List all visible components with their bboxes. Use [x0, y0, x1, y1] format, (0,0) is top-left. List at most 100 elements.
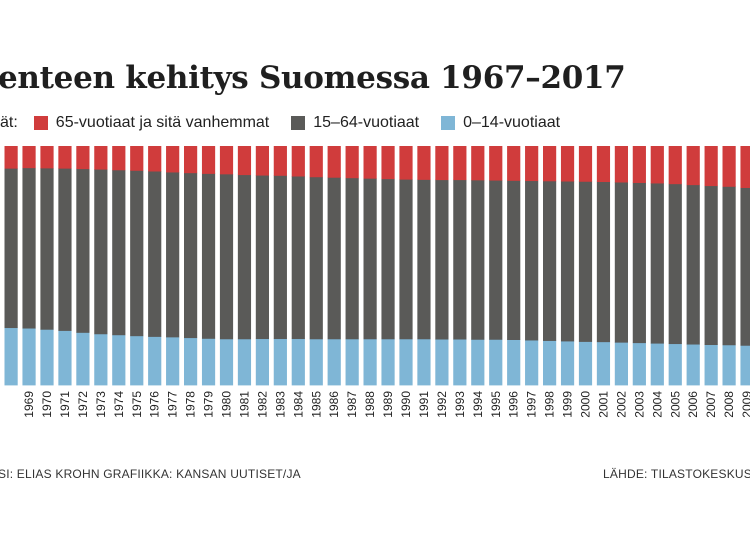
- bar-segment-65plus-1994: [471, 146, 485, 181]
- bar-segment-0-14-1981: [237, 338, 252, 386]
- bar-segment-15-64-1994: [471, 179, 485, 340]
- bar-segment-65plus-1981: [237, 146, 252, 176]
- legend-item-65plus: 65-vuotiaat ja sitä vanhemmat: [33, 114, 270, 132]
- bar-segment-65plus-2001: [596, 146, 611, 183]
- bar-segment-65plus-1998: [543, 146, 557, 182]
- bar-segment-0-14-2003: [632, 342, 646, 386]
- x-tick-label: 1969: [22, 391, 36, 418]
- x-tick-label: 1999: [561, 391, 575, 418]
- bar-segment-15-64-1990: [399, 179, 413, 340]
- x-tick-label: 2008: [722, 391, 736, 418]
- x-tick-label: 1975: [130, 391, 144, 418]
- bar-segment-0-14-1994: [471, 339, 485, 386]
- bar-segment-0-14-1997: [525, 340, 539, 386]
- bar-segment-65plus-1986: [327, 146, 341, 178]
- bar-segment-0-14-1975: [130, 335, 144, 386]
- bar-segment-0-14-1993: [453, 339, 467, 386]
- bar-segment-65plus-1985: [309, 146, 323, 178]
- bar-segment-0-14-2007: [704, 344, 718, 386]
- x-tick-label: 1974: [112, 391, 126, 418]
- bar-segment-65plus-1993: [453, 146, 467, 181]
- bar-segment-65plus-2004: [650, 146, 664, 184]
- legend-label: ät:: [0, 114, 18, 131]
- bar-segment-15-64-2002: [614, 182, 628, 343]
- bar-segment-0-14-2009: [740, 345, 750, 386]
- bar-segment-15-64-1982: [255, 175, 269, 340]
- bar-segment-0-14-2002: [614, 342, 628, 386]
- x-tick-label: 1996: [507, 391, 521, 418]
- bar-segment-0-14-1989: [381, 338, 395, 386]
- bar-segment-65plus-1977: [166, 146, 180, 173]
- bar-segment-65plus-2003: [632, 146, 646, 183]
- bar-segment-65plus-2006: [686, 146, 700, 186]
- x-tick-label: 1984: [291, 391, 305, 418]
- bar-segment-15-64-1989: [381, 178, 395, 340]
- bar-segment-0-14-2004: [650, 343, 664, 386]
- bar-segment-0-14-1986: [327, 338, 341, 386]
- x-tick-label: 1983: [273, 391, 287, 418]
- x-tick-label: 1995: [489, 391, 503, 418]
- bar-segment-15-64-1978: [184, 172, 198, 339]
- x-tick-label: 1976: [148, 391, 162, 418]
- bar-segment-65plus-1970: [40, 146, 54, 169]
- bar-segment-0-14-1973: [94, 333, 108, 386]
- bar-segment-15-64-1986: [327, 177, 341, 340]
- bar-segment-15-64-1993: [453, 179, 467, 340]
- bar-segment-65plus-2002: [614, 146, 628, 183]
- bar-segment-65plus-1972: [76, 146, 90, 170]
- bar-segment-65plus-1975: [130, 146, 144, 171]
- x-tick-label: 2002: [614, 391, 628, 418]
- x-tick-label: 2006: [686, 391, 700, 418]
- x-tick-label: 1982: [255, 391, 269, 418]
- bar-segment-15-64-1972: [76, 168, 90, 333]
- x-tick-label: 2009: [740, 391, 750, 418]
- x-tick-label: 2004: [650, 391, 664, 418]
- x-tick-label: 1986: [327, 391, 341, 418]
- bar-segment-65plus-1982: [255, 146, 269, 176]
- bar-segment-0-14-1972: [76, 332, 90, 386]
- bar-segment-0-14-1999: [560, 341, 575, 386]
- credits-text: SI: ELIAS KROHN GRAFIIKKA: KANSAN UUTISE…: [0, 467, 301, 481]
- bar-segment-0-14-1987: [345, 338, 359, 386]
- bar-segment-15-64-1970: [40, 167, 54, 330]
- bar-segment-15-64-1995: [489, 180, 503, 340]
- bar-segment-15-64-1983: [273, 175, 287, 340]
- bar-segment-65plus-edge: [4, 146, 18, 169]
- bar-segment-0-14-1976: [148, 336, 162, 386]
- x-tick-label: 1993: [453, 391, 467, 418]
- bar-segment-65plus-1997: [525, 146, 539, 182]
- x-tick-label: 2003: [632, 391, 646, 418]
- bar-segment-65plus-1979: [201, 146, 216, 174]
- x-tick-label: 1977: [166, 391, 180, 418]
- x-tick-label: 2000: [579, 391, 593, 418]
- bar-segment-15-64-1985: [309, 176, 323, 340]
- legend-swatch-65plus: [33, 116, 48, 130]
- x-tick-label: 1991: [417, 391, 431, 418]
- bar-segment-15-64-2007: [704, 185, 718, 346]
- x-tick-label: 1972: [76, 391, 90, 418]
- bar-segment-15-64-2009: [740, 187, 750, 346]
- bar-segment-65plus-2005: [668, 146, 682, 185]
- bar-segment-65plus-1990: [399, 146, 413, 180]
- chart-title: enteen kehitys Suomessa 1967–2017: [0, 60, 626, 96]
- legend-text-65plus: 65-vuotiaat ja sitä vanhemmat: [55, 114, 270, 131]
- bar-segment-0-14-1980: [219, 338, 234, 386]
- bar-segment-15-64-1969: [22, 167, 36, 329]
- bar-segment-15-64-1979: [201, 173, 216, 339]
- bar-segment-15-64-2005: [668, 183, 682, 345]
- bar-segment-0-14-1971: [58, 330, 72, 386]
- stacked-bar-chart: 1969 1970 1971 1972 1973 1974 1975 1976 1977 1978…: [4, 146, 750, 418]
- x-tick-label: 1981: [237, 391, 251, 418]
- bar-segment-0-14-1984: [291, 338, 305, 386]
- legend: ät: 65-vuotiaat ja sitä vanhemmat 15–64-…: [0, 113, 582, 133]
- bar-segment-0-14-edge: [4, 327, 18, 386]
- x-tick-label: 1992: [435, 391, 449, 418]
- x-tick-label: 1971: [58, 391, 72, 418]
- x-tick-label: 1989: [381, 391, 395, 418]
- bar-segment-15-64-1999: [560, 181, 575, 342]
- bar-segment-15-64-2000: [578, 181, 593, 342]
- legend-text-15-64: 15–64-vuotiaat: [313, 114, 420, 131]
- bar-segment-15-64-2003: [632, 182, 646, 344]
- x-tick-label: 1980: [220, 391, 234, 418]
- bar-segment-0-14-2000: [578, 341, 593, 386]
